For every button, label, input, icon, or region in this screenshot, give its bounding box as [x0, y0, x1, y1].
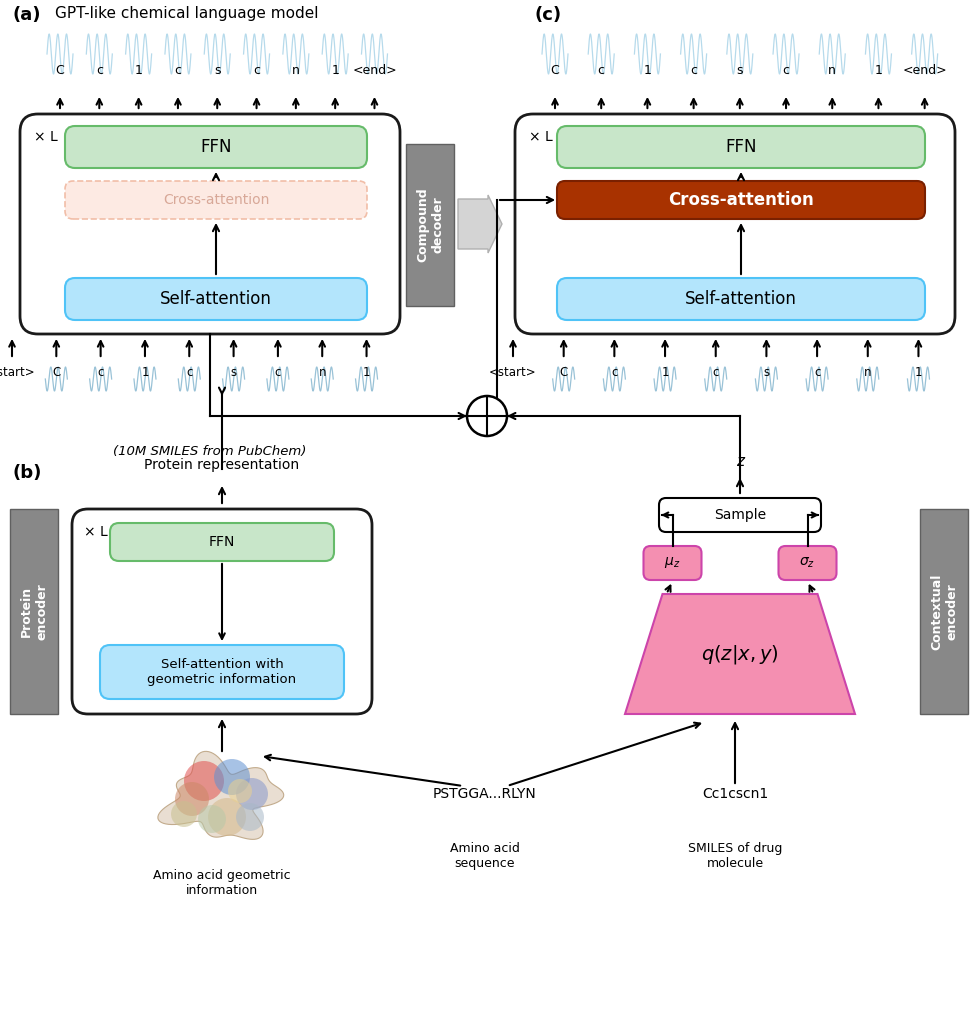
Text: GPT-like chemical language model: GPT-like chemical language model [55, 6, 319, 22]
Text: s: s [763, 366, 770, 379]
Text: s: s [214, 63, 221, 77]
Text: PSTGGA...RLYN: PSTGGA...RLYN [433, 787, 537, 801]
Circle shape [236, 778, 268, 810]
Bar [406, 144, 454, 306]
Text: Self-attention: Self-attention [685, 290, 797, 308]
Bar [10, 509, 58, 714]
Text: n: n [319, 366, 326, 379]
FancyBboxPatch shape [65, 126, 367, 168]
FancyBboxPatch shape [100, 645, 344, 699]
FancyBboxPatch shape [65, 278, 367, 319]
Text: $q(z|x,y)$: $q(z|x,y)$ [701, 642, 779, 666]
Circle shape [236, 803, 264, 831]
Text: Cross-attention: Cross-attention [668, 191, 814, 209]
Text: Cc1cscn1: Cc1cscn1 [701, 787, 768, 801]
Text: 1: 1 [331, 63, 339, 77]
Text: C: C [560, 366, 568, 379]
Text: c: c [96, 63, 103, 77]
FancyBboxPatch shape [644, 546, 701, 580]
Text: × L: × L [529, 130, 553, 144]
FancyBboxPatch shape [659, 498, 821, 532]
Text: C: C [551, 63, 560, 77]
Text: c: c [186, 366, 192, 379]
Text: (b): (b) [12, 464, 41, 482]
Text: z: z [736, 454, 744, 469]
Text: 1: 1 [142, 366, 149, 379]
Circle shape [198, 805, 226, 833]
FancyBboxPatch shape [20, 114, 400, 334]
Text: Sample: Sample [714, 508, 766, 522]
Text: Self-attention with
geometric information: Self-attention with geometric informatio… [148, 658, 297, 686]
Polygon shape [625, 594, 855, 714]
Text: s: s [737, 63, 743, 77]
Text: c: c [98, 366, 104, 379]
Text: Self-attention: Self-attention [160, 290, 272, 308]
Text: c: c [612, 366, 617, 379]
Text: FFN: FFN [209, 535, 235, 549]
Text: <end>: <end> [903, 63, 947, 77]
Text: 1: 1 [362, 366, 370, 379]
FancyBboxPatch shape [557, 278, 925, 319]
Circle shape [184, 761, 224, 801]
Text: Compound
decoder: Compound decoder [416, 187, 444, 262]
Text: 1: 1 [661, 366, 669, 379]
Text: Protein representation: Protein representation [145, 458, 300, 472]
Text: Protein
encoder: Protein encoder [20, 583, 48, 640]
Text: c: c [783, 63, 789, 77]
Text: Amino acid geometric
information: Amino acid geometric information [153, 869, 291, 897]
Text: × L: × L [34, 130, 58, 144]
FancyBboxPatch shape [110, 523, 334, 561]
Text: n: n [864, 366, 871, 379]
FancyArrow shape [458, 195, 502, 253]
Text: FFN: FFN [725, 138, 757, 156]
Text: n: n [292, 63, 300, 77]
Circle shape [208, 798, 246, 836]
FancyBboxPatch shape [557, 181, 925, 219]
Text: C: C [56, 63, 64, 77]
Text: (a): (a) [12, 6, 40, 24]
Text: C: C [52, 366, 61, 379]
Text: × L: × L [84, 525, 107, 539]
Text: Amino acid
sequence: Amino acid sequence [450, 842, 520, 870]
Text: c: c [598, 63, 605, 77]
Text: 1: 1 [914, 366, 922, 379]
Text: c: c [175, 63, 182, 77]
FancyBboxPatch shape [557, 126, 925, 168]
Polygon shape [158, 752, 283, 840]
Text: (10M SMILES from PubChem): (10M SMILES from PubChem) [113, 445, 307, 459]
FancyBboxPatch shape [65, 181, 367, 219]
FancyBboxPatch shape [515, 114, 955, 334]
Text: (c): (c) [535, 6, 562, 24]
Text: <start>: <start> [0, 366, 36, 379]
Circle shape [467, 396, 507, 436]
Circle shape [214, 759, 250, 795]
FancyBboxPatch shape [779, 546, 836, 580]
Text: SMILES of drug
molecule: SMILES of drug molecule [688, 842, 783, 870]
Text: c: c [712, 366, 719, 379]
Text: FFN: FFN [200, 138, 232, 156]
Text: 1: 1 [644, 63, 652, 77]
Text: <end>: <end> [352, 63, 397, 77]
Bar [920, 509, 968, 714]
Text: Cross-attention: Cross-attention [163, 193, 270, 207]
Text: 1: 1 [135, 63, 143, 77]
Circle shape [228, 779, 252, 803]
Text: 1: 1 [874, 63, 882, 77]
Circle shape [175, 782, 209, 816]
Text: $\sigma_z$: $\sigma_z$ [799, 556, 816, 570]
Text: Contextual
encoder: Contextual encoder [930, 573, 958, 649]
Text: c: c [814, 366, 821, 379]
Text: n: n [828, 63, 836, 77]
Circle shape [171, 801, 197, 827]
Text: c: c [275, 366, 281, 379]
Text: s: s [231, 366, 236, 379]
FancyBboxPatch shape [72, 509, 372, 714]
Text: <start>: <start> [489, 366, 536, 379]
Text: c: c [253, 63, 260, 77]
Text: c: c [690, 63, 698, 77]
Text: $\mu_z$: $\mu_z$ [664, 555, 681, 570]
